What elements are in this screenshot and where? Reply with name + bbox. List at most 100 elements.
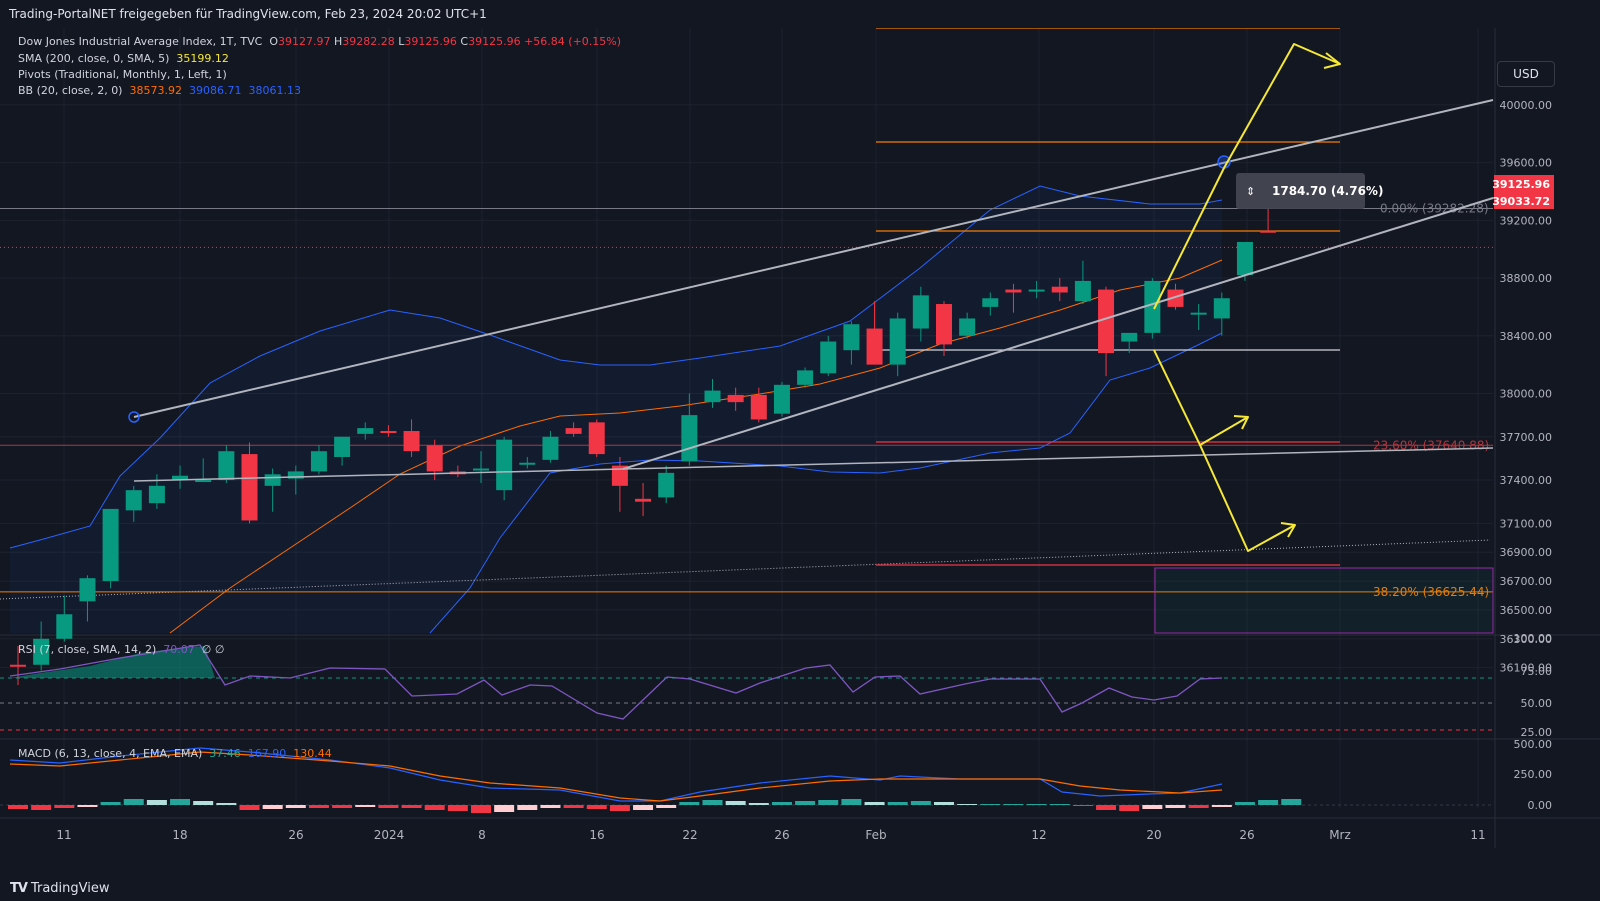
scenario-mid-arrowhead-icon xyxy=(1233,415,1249,430)
legend-close: 39125.96 xyxy=(468,35,521,48)
candle-body-3 xyxy=(79,578,96,602)
macd-signal-line xyxy=(9,751,1223,802)
legend-main: Dow Jones Industrial Average Index, 1T, … xyxy=(18,35,621,48)
candle-body-54 xyxy=(1260,230,1277,233)
candle-body-50 xyxy=(1167,289,1184,307)
macd-bar-2 xyxy=(54,805,75,808)
candle-body-16 xyxy=(380,430,397,433)
scenario-up-arrowhead-icon xyxy=(1323,52,1341,69)
price-badge-current xyxy=(1494,175,1554,192)
macd-bar-55 xyxy=(1281,799,1302,805)
macd-bar-24 xyxy=(563,805,584,808)
macd-bar-51 xyxy=(1188,805,1209,808)
time-tick-5: 16 xyxy=(589,828,604,842)
candle-body-48 xyxy=(1121,332,1138,342)
macd-bar-46 xyxy=(1072,805,1093,806)
tradingview-logo[interactable]: TV TradingView xyxy=(10,881,109,896)
time-tick-11: 26 xyxy=(1239,828,1254,842)
legend-bb: BB (20, close, 2, 0) 38573.92 39086.71 3… xyxy=(18,84,301,97)
macd-bar-11 xyxy=(262,805,283,809)
rsi-tick-2: 50.00 xyxy=(1521,697,1553,710)
measure-label: 1784.70 (4.76%) xyxy=(1272,184,1383,198)
legend-sma-label: SMA (200, close, 0, SMA, 5) xyxy=(18,52,170,65)
price-tick-3: 38800.00 xyxy=(1500,272,1553,285)
candle-body-10 xyxy=(241,454,258,521)
candle-body-41 xyxy=(959,318,976,336)
legend-sma-value: 35199.12 xyxy=(176,52,229,65)
macd-bar-10 xyxy=(239,805,260,810)
candle-body-27 xyxy=(635,498,652,502)
legend-rsi-value: 70.07 xyxy=(163,643,195,656)
candle-body-11 xyxy=(264,474,281,486)
candle-body-29 xyxy=(681,415,698,462)
legend-macd-signal: 130.44 xyxy=(293,747,332,760)
macd-bar-53 xyxy=(1234,802,1255,805)
macd-bar-52 xyxy=(1211,805,1232,807)
header-title: Trading-PortalNET freigegeben für Tradin… xyxy=(9,7,487,21)
macd-line xyxy=(9,747,1223,802)
macd-bar-4 xyxy=(100,802,121,805)
macd-bar-9 xyxy=(216,803,237,805)
time-tick-9: 12 xyxy=(1031,828,1046,842)
candle-body-51 xyxy=(1190,312,1207,315)
measure-icon: ⇕ xyxy=(1246,185,1255,198)
candle-body-37 xyxy=(866,328,883,365)
footer-bar: TV TradingView xyxy=(0,875,1600,901)
header-bar: Trading-PortalNET freigegeben für Tradin… xyxy=(0,0,1600,28)
macd-bar-41 xyxy=(957,804,978,805)
macd-bar-47 xyxy=(1096,805,1117,810)
macd-bar-37 xyxy=(864,802,885,805)
rsi-tick-1: 75.00 xyxy=(1521,665,1553,678)
brand-label: TradingView xyxy=(30,881,110,896)
macd-bar-5 xyxy=(123,799,144,805)
candle-body-9 xyxy=(218,451,235,481)
macd-bar-0 xyxy=(8,805,28,809)
macd-bar-12 xyxy=(285,805,306,808)
candle-body-14 xyxy=(334,436,351,457)
macd-bar-54 xyxy=(1258,800,1279,805)
time-tick-1: 18 xyxy=(172,828,187,842)
legend-low: 39125.96 xyxy=(404,35,457,48)
candle-body-53 xyxy=(1236,241,1253,276)
legend-macd-label: MACD (6, 13, close, 4, EMA, EMA) xyxy=(18,747,203,760)
time-tick-2: 26 xyxy=(288,828,303,842)
drawings: ⇕ 1784.70 (4.76%) xyxy=(128,43,1494,552)
legend-macd: MACD (6, 13, close, 4, EMA, EMA) 37.46 1… xyxy=(18,747,332,760)
rsi-overbought-fill xyxy=(10,646,215,678)
position-box xyxy=(1154,567,1494,634)
rsi-tick-0: 100.00 xyxy=(1514,632,1553,645)
axes: 40000.00 39600.00 39200.00 38800.00 38400.00… xyxy=(56,99,1554,842)
candles xyxy=(10,208,1277,685)
macd-bar-26 xyxy=(609,805,630,811)
candle-body-38 xyxy=(889,318,906,365)
time-tick-6: 22 xyxy=(682,828,697,842)
legend-bb-lower: 38061.13 xyxy=(248,84,301,97)
price-tick-6: 37700.00 xyxy=(1500,431,1553,444)
candle-body-6 xyxy=(148,485,165,504)
legend-l-label: L xyxy=(398,35,405,48)
price-chart[interactable]: 0.00% (39282.28)23.60% (37640.88)38.20% … xyxy=(0,27,1600,875)
macd-bar-38 xyxy=(887,802,908,805)
macd-tick-0: 500.00 xyxy=(1514,738,1553,751)
price-tick-12: 36300.00 xyxy=(1500,633,1553,646)
candle-body-31 xyxy=(727,394,744,403)
macd-bar-3 xyxy=(77,805,98,807)
macd-bar-20 xyxy=(471,805,491,813)
macd-bar-32 xyxy=(748,803,769,805)
chart-area[interactable]: 0.00% (39282.28)23.60% (37640.88)38.20% … xyxy=(0,27,1600,875)
macd-bar-14 xyxy=(332,805,353,808)
candle-body-34 xyxy=(797,370,814,385)
candle-body-26 xyxy=(611,465,628,486)
price-tick-13: 36100.00 xyxy=(1500,662,1553,675)
macd-bar-18 xyxy=(424,805,445,810)
anchor-left-icon xyxy=(128,411,140,423)
macd-bar-6 xyxy=(146,800,167,805)
time-tick-12: Mrz xyxy=(1329,828,1351,842)
candle-body-49 xyxy=(1144,280,1161,333)
candle-body-28 xyxy=(658,472,675,498)
legend-macd-line: 167.90 xyxy=(247,747,287,760)
currency-button[interactable]: USD xyxy=(1497,61,1555,87)
macd-bar-7 xyxy=(170,799,191,805)
price-tick-7: 37400.00 xyxy=(1500,474,1553,487)
rsi-line xyxy=(9,644,1223,720)
